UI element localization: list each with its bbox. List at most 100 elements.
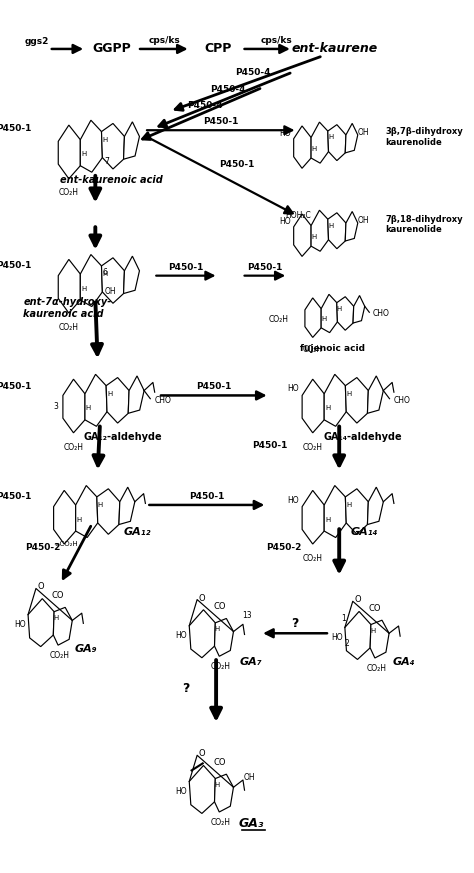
Text: CO₂H: CO₂H <box>211 662 231 671</box>
Text: 3: 3 <box>54 402 58 411</box>
Text: CPP: CPP <box>205 43 232 56</box>
Text: 7: 7 <box>104 157 109 166</box>
Text: P450-1: P450-1 <box>0 124 32 133</box>
Text: P450-1: P450-1 <box>252 441 287 450</box>
Polygon shape <box>294 126 311 168</box>
Text: H: H <box>346 502 352 508</box>
Polygon shape <box>128 376 144 413</box>
Polygon shape <box>80 120 102 172</box>
Text: 3β,7β-dihydroxy
kaurenolide: 3β,7β-dihydroxy kaurenolide <box>386 127 464 147</box>
Text: CO₂H: CO₂H <box>303 443 323 451</box>
Text: H: H <box>328 134 333 141</box>
Text: CO₂H: CO₂H <box>269 315 289 324</box>
Text: H: H <box>328 223 333 229</box>
Text: H: H <box>325 517 330 523</box>
Polygon shape <box>346 489 368 534</box>
Text: CO₂H: CO₂H <box>303 553 323 563</box>
Text: H: H <box>325 405 330 411</box>
Text: H: H <box>102 137 108 142</box>
Text: H: H <box>77 517 82 523</box>
Polygon shape <box>337 297 354 330</box>
Text: CO₂H: CO₂H <box>59 323 79 332</box>
Text: O: O <box>37 582 44 592</box>
Text: 1: 1 <box>341 614 346 622</box>
Text: cps/ks: cps/ks <box>149 36 181 45</box>
Text: CO: CO <box>213 602 226 611</box>
Polygon shape <box>302 491 324 544</box>
Text: GA₉: GA₉ <box>75 643 97 654</box>
Text: ₁₉CO₂H: ₁₉CO₂H <box>55 541 78 547</box>
Polygon shape <box>124 256 139 293</box>
Polygon shape <box>101 258 125 303</box>
Polygon shape <box>324 375 346 426</box>
Text: P450-4: P450-4 <box>210 85 246 93</box>
Text: CO₂H: CO₂H <box>211 818 231 827</box>
Text: 13: 13 <box>242 611 252 620</box>
Polygon shape <box>346 377 368 423</box>
Text: HO: HO <box>279 217 291 226</box>
Text: ent-kaurenoic acid: ent-kaurenoic acid <box>60 175 163 185</box>
Polygon shape <box>294 214 311 257</box>
Polygon shape <box>311 210 328 251</box>
Text: ggs2: ggs2 <box>25 37 49 45</box>
Text: ent-kaurene: ent-kaurene <box>292 43 378 56</box>
Text: GA₁₂: GA₁₂ <box>123 527 151 537</box>
Polygon shape <box>189 766 215 814</box>
Polygon shape <box>305 298 321 338</box>
Text: CO₂H: CO₂H <box>64 443 83 451</box>
Text: OH: OH <box>244 773 255 781</box>
Text: P450-1: P450-1 <box>168 263 204 272</box>
Text: H: H <box>370 628 375 634</box>
Polygon shape <box>58 125 80 179</box>
Polygon shape <box>54 608 72 645</box>
Text: ent-7α-hydroxy-
kaurenoic acid: ent-7α-hydroxy- kaurenoic acid <box>23 298 111 319</box>
Text: H: H <box>98 502 103 508</box>
Polygon shape <box>119 487 135 525</box>
Polygon shape <box>97 489 120 534</box>
Text: HO: HO <box>287 496 299 505</box>
Polygon shape <box>189 609 215 657</box>
Text: H: H <box>214 782 219 788</box>
Text: OH: OH <box>104 287 116 297</box>
Polygon shape <box>302 379 324 433</box>
Text: HO: HO <box>331 633 343 643</box>
Polygon shape <box>76 485 98 538</box>
Text: HO: HO <box>175 787 187 796</box>
Polygon shape <box>215 618 234 656</box>
Polygon shape <box>63 379 85 433</box>
Polygon shape <box>345 611 371 659</box>
Text: CHO: CHO <box>155 395 172 405</box>
Polygon shape <box>58 259 80 313</box>
Text: 2: 2 <box>344 639 349 648</box>
Text: GA₁₂-aldehyde: GA₁₂-aldehyde <box>84 431 163 442</box>
Text: H: H <box>311 146 317 152</box>
Text: H: H <box>107 391 112 397</box>
Polygon shape <box>367 487 383 525</box>
Text: CO: CO <box>213 758 226 767</box>
Text: H: H <box>53 615 58 621</box>
Text: H: H <box>311 234 317 240</box>
Text: GA₃: GA₃ <box>238 817 264 829</box>
Text: CO: CO <box>369 604 381 613</box>
Text: O: O <box>354 595 361 604</box>
Text: CO₂H: CO₂H <box>366 663 386 673</box>
Polygon shape <box>328 125 346 161</box>
Text: OH: OH <box>358 128 369 137</box>
Text: ?: ? <box>182 683 190 696</box>
Text: P450-1: P450-1 <box>219 160 255 169</box>
Text: GA₄: GA₄ <box>393 656 416 666</box>
Text: H: H <box>86 405 91 411</box>
Polygon shape <box>124 122 139 159</box>
Text: O: O <box>199 594 205 602</box>
Text: CO₂H: CO₂H <box>50 651 70 660</box>
Text: P450-2: P450-2 <box>266 543 301 553</box>
Text: H: H <box>81 151 86 157</box>
Text: HO: HO <box>14 621 26 629</box>
Text: H: H <box>102 271 108 277</box>
Polygon shape <box>345 123 358 153</box>
Text: HO: HO <box>279 129 291 138</box>
Polygon shape <box>321 294 337 333</box>
Polygon shape <box>328 213 346 249</box>
Text: fujenoic acid: fujenoic acid <box>300 344 365 353</box>
Text: P450-2: P450-2 <box>25 543 61 553</box>
